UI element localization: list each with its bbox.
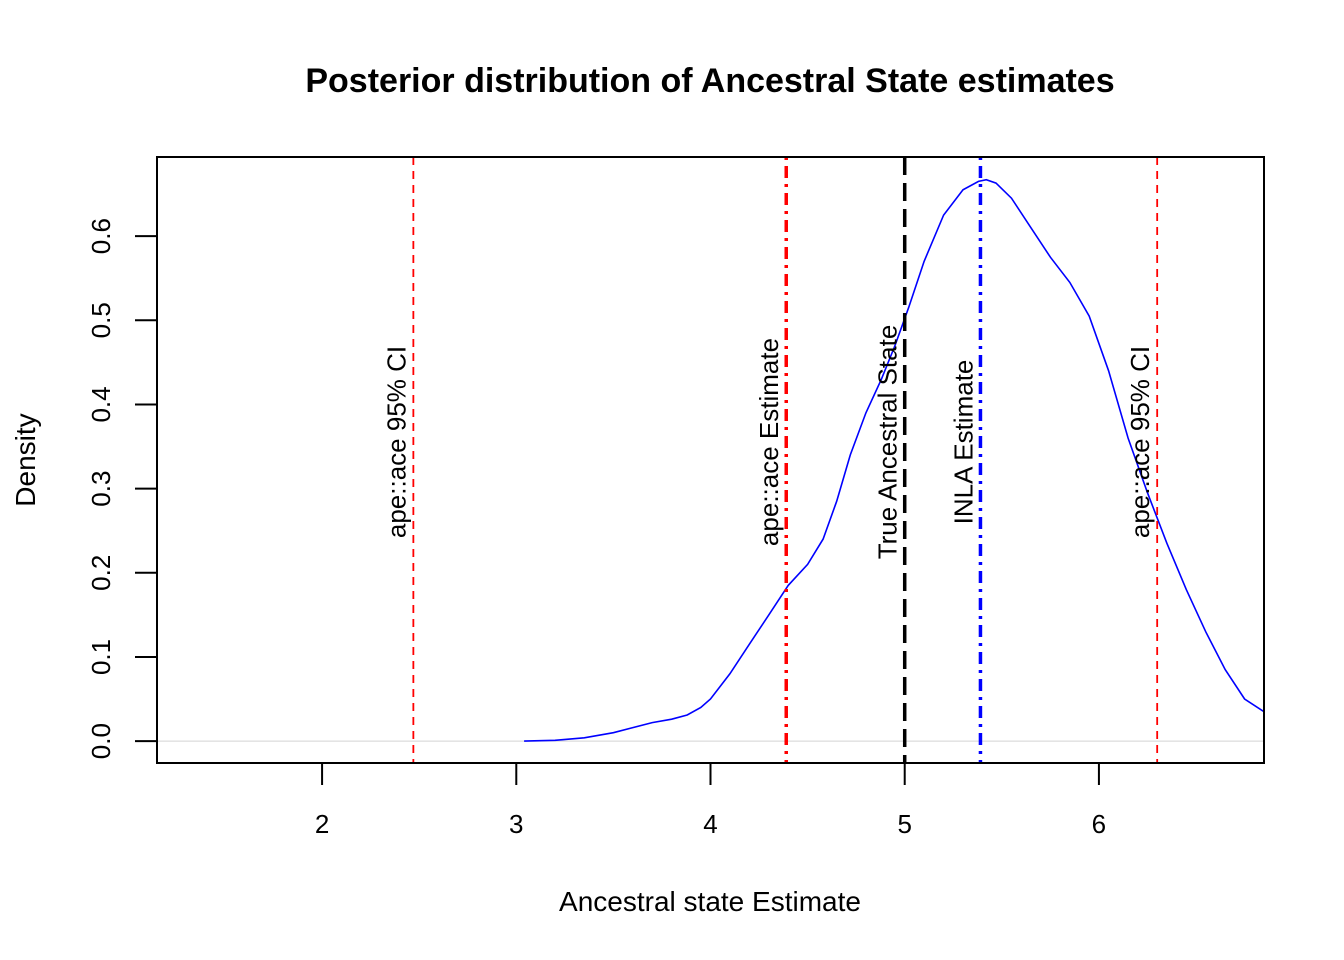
reference-line-label: ape::ace 95% CI <box>1125 346 1155 538</box>
chart-title: Posterior distribution of Ancestral Stat… <box>305 62 1114 100</box>
y-tick-label: 0.6 <box>86 218 116 254</box>
x-axis-label: Ancestral state Estimate <box>559 886 861 917</box>
reference-line-label: True Ancestral State <box>873 325 903 560</box>
plot-frame <box>156 156 1265 764</box>
y-tick-label: 0.4 <box>86 386 116 422</box>
x-tick-label: 2 <box>315 809 329 839</box>
y-tick-label: 0.3 <box>86 471 116 507</box>
y-tick-label: 0.5 <box>86 302 116 338</box>
y-axis-label: Density <box>10 413 41 506</box>
y-tick-label: 0.2 <box>86 555 116 591</box>
reference-line-label: ape::ace 95% CI <box>381 346 411 538</box>
plot-area: ape::ace 95% CI ape::ace Estimate True Anc… <box>157 157 1264 763</box>
x-tick-label: 3 <box>509 809 523 839</box>
reference-line-label: INLA Estimate <box>948 360 978 525</box>
density-curve <box>524 178 1264 742</box>
x-axis: 2 3 4 5 6 <box>315 762 1106 839</box>
x-tick-label: 5 <box>897 809 911 839</box>
y-tick-label: 0.1 <box>86 639 116 675</box>
reference-line-label: ape::ace Estimate <box>754 338 784 546</box>
y-tick-label: 0.0 <box>86 723 116 759</box>
x-tick-label: 6 <box>1092 809 1106 839</box>
y-axis: 0.0 0.1 0.2 0.3 0.4 0.5 0.6 <box>86 218 158 759</box>
x-tick-label: 4 <box>703 809 717 839</box>
